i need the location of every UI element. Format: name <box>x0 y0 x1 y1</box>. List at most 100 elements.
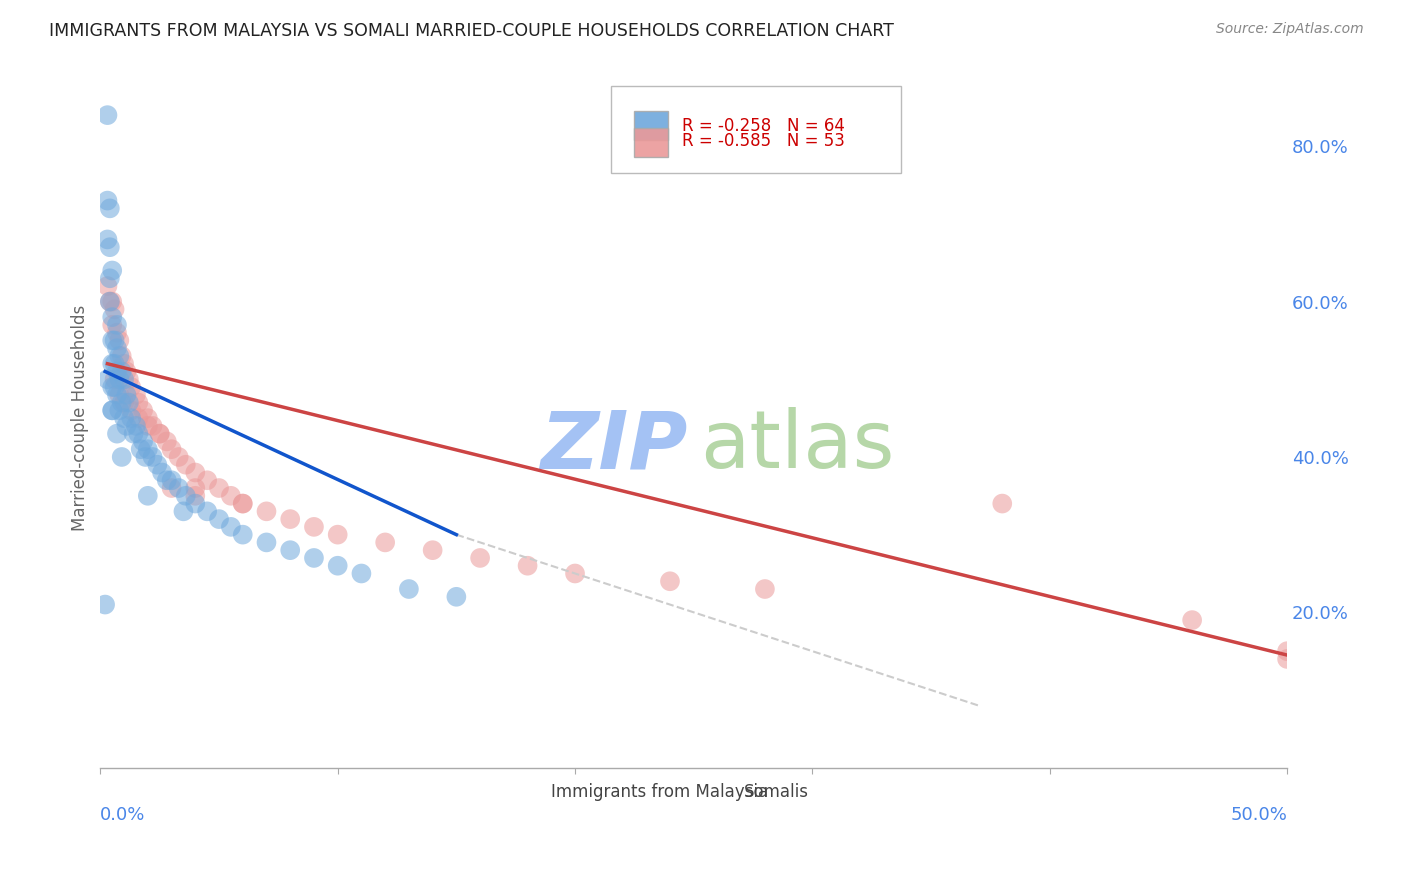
Point <box>127 395 149 409</box>
FancyBboxPatch shape <box>634 128 668 157</box>
Point <box>108 388 131 402</box>
Point <box>101 310 124 325</box>
Text: Immigrants from Malaysia: Immigrants from Malaysia <box>551 783 769 801</box>
Point <box>142 418 165 433</box>
Point <box>112 395 135 409</box>
Text: R = -0.585   N = 53: R = -0.585 N = 53 <box>682 132 845 150</box>
Point <box>127 426 149 441</box>
Point <box>278 512 301 526</box>
Point <box>129 442 152 457</box>
Point <box>101 334 124 348</box>
Point <box>174 458 197 472</box>
Point <box>156 434 179 449</box>
Point <box>374 535 396 549</box>
Y-axis label: Married-couple Households: Married-couple Households <box>72 305 89 532</box>
Point <box>115 418 138 433</box>
Point <box>101 294 124 309</box>
Point <box>142 450 165 464</box>
Point <box>256 504 278 518</box>
Point <box>422 543 444 558</box>
Point <box>111 349 134 363</box>
Point <box>659 574 682 589</box>
Point <box>105 326 128 340</box>
Point <box>101 357 124 371</box>
Point <box>160 481 183 495</box>
FancyBboxPatch shape <box>634 111 668 140</box>
Point <box>167 481 190 495</box>
Point <box>1275 644 1298 658</box>
Point <box>149 426 172 441</box>
Point <box>112 357 135 371</box>
Point <box>326 558 349 573</box>
FancyBboxPatch shape <box>706 781 731 803</box>
Point <box>104 302 127 317</box>
Text: Somalis: Somalis <box>744 783 808 801</box>
Point <box>174 489 197 503</box>
Text: 50.0%: 50.0% <box>1230 806 1286 824</box>
Point <box>172 504 194 518</box>
Point <box>98 294 121 309</box>
Point <box>112 372 135 386</box>
Point <box>754 582 776 596</box>
Point <box>105 341 128 355</box>
Point <box>184 489 207 503</box>
Point <box>98 294 121 309</box>
Point <box>219 489 242 503</box>
Point <box>118 372 141 386</box>
Point <box>122 426 145 441</box>
Point <box>326 527 349 541</box>
Point <box>96 194 118 208</box>
Point <box>195 504 218 518</box>
Point <box>105 426 128 441</box>
Point <box>302 520 325 534</box>
Point <box>96 279 118 293</box>
Point <box>101 263 124 277</box>
Point <box>125 388 148 402</box>
Point <box>94 598 117 612</box>
FancyBboxPatch shape <box>610 86 901 173</box>
Point <box>184 481 207 495</box>
Point <box>101 403 124 417</box>
Text: atlas: atlas <box>700 407 894 485</box>
Point <box>118 395 141 409</box>
Point <box>108 403 131 417</box>
Text: 0.0%: 0.0% <box>100 806 146 824</box>
Point <box>208 512 231 526</box>
Point <box>160 442 183 457</box>
Point <box>564 566 586 581</box>
Point <box>104 372 127 386</box>
Point <box>208 481 231 495</box>
Point <box>108 372 131 386</box>
Point <box>991 497 1014 511</box>
Point <box>1181 613 1204 627</box>
Point <box>184 466 207 480</box>
Point <box>111 395 134 409</box>
Point <box>127 411 149 425</box>
Point <box>350 566 373 581</box>
Point <box>96 232 118 246</box>
Point <box>111 450 134 464</box>
Point <box>115 364 138 378</box>
Point <box>108 349 131 363</box>
Point <box>101 318 124 332</box>
Point <box>120 403 142 417</box>
Point <box>1275 652 1298 666</box>
Point <box>104 380 127 394</box>
Point <box>120 380 142 394</box>
Point <box>146 458 169 472</box>
Point <box>105 364 128 378</box>
Text: Source: ZipAtlas.com: Source: ZipAtlas.com <box>1216 22 1364 37</box>
Point <box>156 473 179 487</box>
Point <box>150 466 173 480</box>
Point <box>468 551 491 566</box>
Point <box>516 558 538 573</box>
Point <box>105 388 128 402</box>
Point <box>120 411 142 425</box>
FancyBboxPatch shape <box>513 781 540 803</box>
Point <box>136 442 159 457</box>
Point <box>105 318 128 332</box>
Point <box>302 551 325 566</box>
Text: ZIP: ZIP <box>540 407 688 485</box>
Point <box>108 334 131 348</box>
Point <box>136 489 159 503</box>
